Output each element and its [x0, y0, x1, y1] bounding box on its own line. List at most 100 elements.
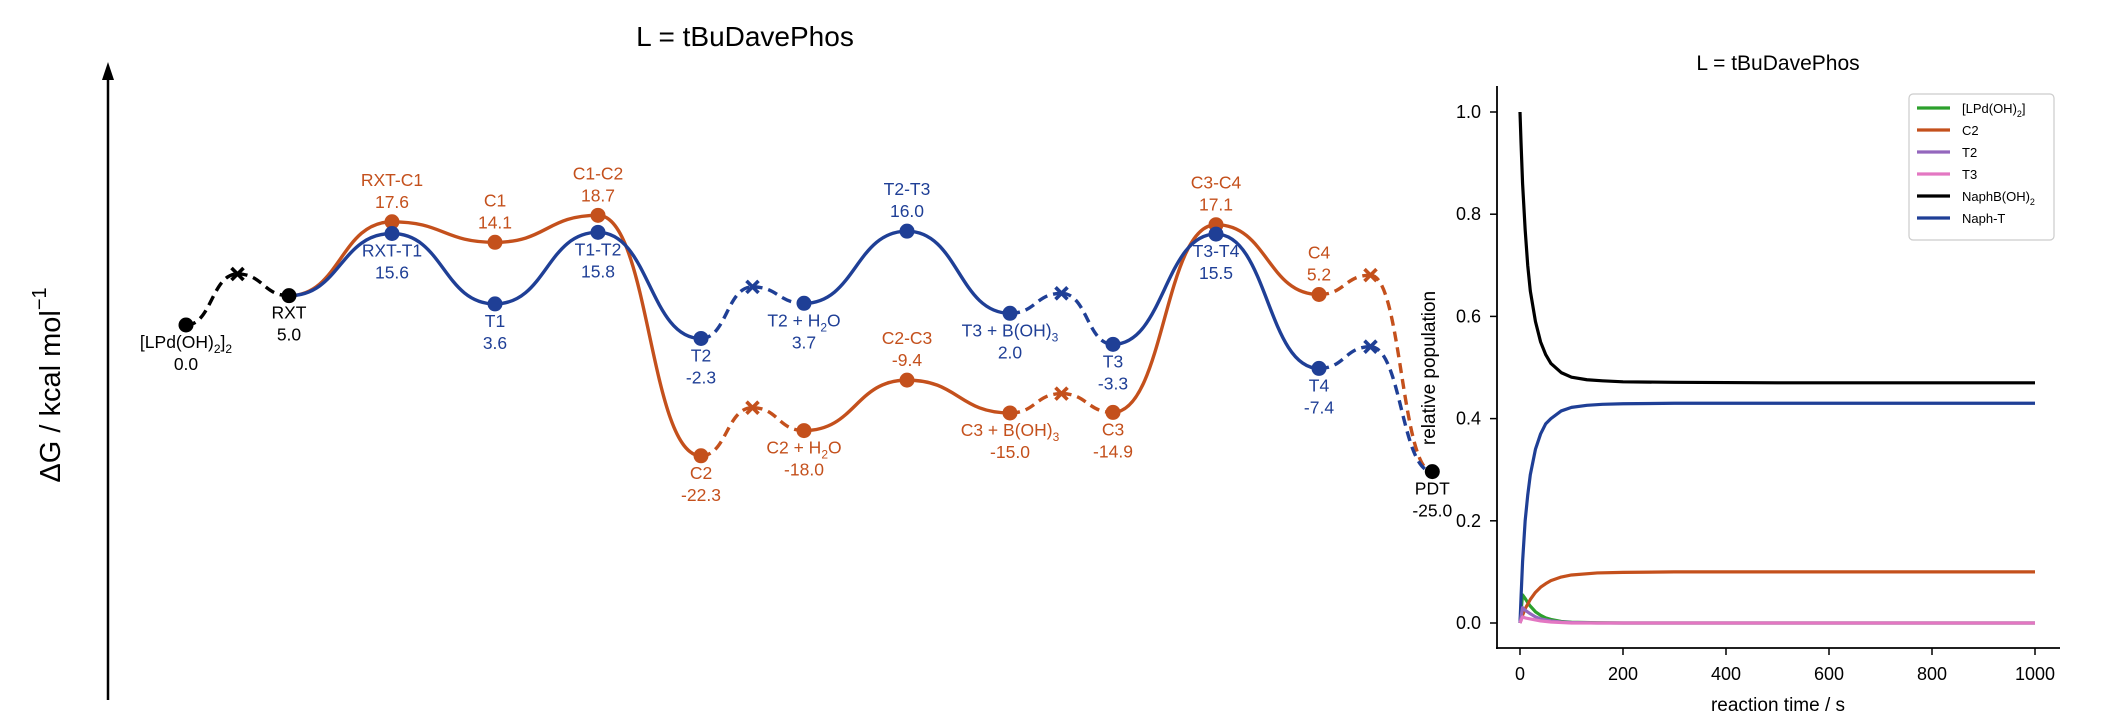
- point-name-c2-c3: C2-C3: [882, 328, 933, 348]
- x-tick-label: 0: [1515, 664, 1525, 684]
- point-t3: [1105, 336, 1121, 352]
- cross-marker-xc3: [1363, 267, 1378, 283]
- point-t3-t4: [1208, 226, 1224, 242]
- segment-c1-c2-c2: [597, 213, 702, 458]
- energy-y-axis-label: ΔG / kcal mol−1: [29, 287, 67, 482]
- point-name-t3: T3: [1103, 351, 1123, 371]
- point-name-t3boh3: T3 + B(OH)3: [962, 320, 1059, 344]
- segment-t1-t1-t2: [494, 230, 599, 306]
- legend-label-t3: T3: [1962, 167, 1977, 182]
- x-tick-label: 400: [1711, 664, 1741, 684]
- point-t1: [487, 296, 503, 312]
- legend-label-naphb-oh-2: NaphB(OH)2: [1962, 189, 2035, 207]
- x-tick-label: 800: [1917, 664, 1947, 684]
- point-name-c2h2o: C2 + H2O: [766, 438, 841, 462]
- point-c2-c3: [899, 372, 915, 388]
- segment-x1-rxt: [237, 272, 290, 298]
- point-value-c3-c4: 17.1: [1199, 195, 1233, 215]
- x-tick-label: 1000: [2015, 664, 2055, 684]
- point-name-c1-c2: C1-C2: [573, 163, 624, 183]
- segment-xc1-c2h2o: [752, 405, 805, 433]
- point-name-t1-t2: T1-T2: [575, 239, 622, 259]
- point-value-t2h2o: 3.7: [792, 332, 816, 352]
- segment-t1-t2-t2: [597, 230, 702, 341]
- point-c4: [1311, 287, 1327, 303]
- segment-rxt-rxt-t1: [288, 231, 393, 298]
- cross-marker-xt2: [1054, 286, 1069, 301]
- point-name-t4: T4: [1309, 375, 1330, 395]
- cross-marker-x1: [230, 266, 245, 282]
- segment-rxt-t1-t1: [391, 231, 496, 306]
- kinetics-axes: [1496, 86, 2060, 649]
- y-tick-label: 0.6: [1456, 306, 1481, 326]
- cross-marker-xc2: [1054, 386, 1069, 401]
- point-t2: [693, 330, 709, 346]
- segment-xt1-t2h2o: [752, 285, 805, 305]
- point-value-t4: -7.4: [1304, 397, 1334, 417]
- segment-t3-t4-t4: [1215, 232, 1320, 371]
- legend-label-c2: C2: [1962, 123, 1979, 138]
- point-c2h2o: [796, 423, 812, 439]
- point-name-c2: C2: [690, 463, 712, 483]
- point-value-pdt: -25.0: [1412, 501, 1452, 521]
- kinetics-series: [1518, 111, 2035, 625]
- point-rxt-t1: [384, 226, 400, 242]
- point-value-c2-c3: -9.4: [892, 350, 922, 370]
- point-name-t3-t4: T3-T4: [1193, 241, 1240, 261]
- segment-c3boh3-xc2: [1009, 391, 1062, 415]
- point-value-c2: -22.3: [681, 485, 721, 505]
- point-value-rxt: 5.0: [277, 325, 302, 345]
- y-tick-label: 0.0: [1456, 613, 1481, 633]
- segment-c2h2o-c2-c3: [803, 378, 908, 433]
- x-tick-label: 200: [1608, 664, 1638, 684]
- point-value-c3boh3: -15.0: [990, 442, 1030, 462]
- segment-xc3-pdt: [1369, 273, 1433, 474]
- y-tick-label: 0.2: [1456, 511, 1481, 531]
- point-t2h2o: [796, 295, 812, 311]
- y-tick-label: 0.4: [1456, 409, 1481, 429]
- point-value-t1-t2: 15.8: [581, 261, 615, 281]
- point-name-t2-t3: T2-T3: [884, 179, 931, 199]
- svg-text:ΔG / kcal mol−1: ΔG / kcal mol−1: [29, 287, 67, 482]
- point-value-c1-c2: 18.7: [581, 185, 615, 205]
- point-name-c3-c4: C3-C4: [1191, 173, 1242, 193]
- point-name-c3boh3: C3 + B(OH)3: [961, 420, 1060, 444]
- cross-marker-xt1: [745, 279, 760, 295]
- point-value-c3: -14.9: [1093, 441, 1133, 461]
- legend-label-t2: T2: [1962, 145, 1977, 160]
- point-value-c2h2o: -18.0: [784, 460, 824, 480]
- series-line-naph-t: [1518, 401, 2035, 624]
- cross-marker-xt3: [1363, 339, 1378, 354]
- point-c3: [1105, 404, 1121, 420]
- point-value-c1: 14.1: [478, 212, 512, 232]
- point-t4: [1311, 360, 1327, 376]
- segment-c1-c1-c2: [494, 213, 599, 245]
- point-t3boh3: [1002, 305, 1018, 321]
- series-line-lpd-oh-2: [1518, 593, 2035, 625]
- point-value-rxt-t1: 15.6: [375, 263, 409, 283]
- energy-y-axis: [102, 62, 114, 700]
- point-name-t2h2o: T2 + H2O: [767, 310, 840, 334]
- point-c2: [693, 448, 709, 464]
- energy-marks: [178, 207, 1440, 480]
- point-name-c4: C4: [1308, 243, 1331, 263]
- kinetics-y-axis-label: relative population: [1419, 291, 1440, 445]
- series-line-naphb-oh-2: [1518, 111, 2035, 385]
- segment-t2h2o-t2-t3: [803, 229, 908, 305]
- point-lpdoh2: [178, 317, 194, 333]
- point-value-t3-t4: 15.5: [1199, 263, 1233, 283]
- y-tick-label: 0.8: [1456, 204, 1481, 224]
- point-name-pdt: PDT: [1415, 479, 1450, 499]
- kinetics-ticks: 0 200 400 600 800 1000 0.0 0.2 0.4 0.6 0.8 1.0: [1456, 102, 2055, 684]
- series-line-c2: [1518, 570, 2035, 624]
- point-rxt-c1: [384, 214, 400, 230]
- series-line-t3: [1518, 615, 2035, 625]
- point-value-t2: -2.3: [686, 367, 716, 387]
- point-name-t1: T1: [485, 311, 505, 331]
- segment-c3-c3-c4: [1112, 223, 1217, 415]
- segment-xt2-t3: [1061, 291, 1114, 347]
- point-name-t2: T2: [691, 345, 711, 365]
- kinetics-legend: [LPd(OH)2] C2 T2 T3 NaphB(OH)2 Naph-T: [1908, 93, 2055, 241]
